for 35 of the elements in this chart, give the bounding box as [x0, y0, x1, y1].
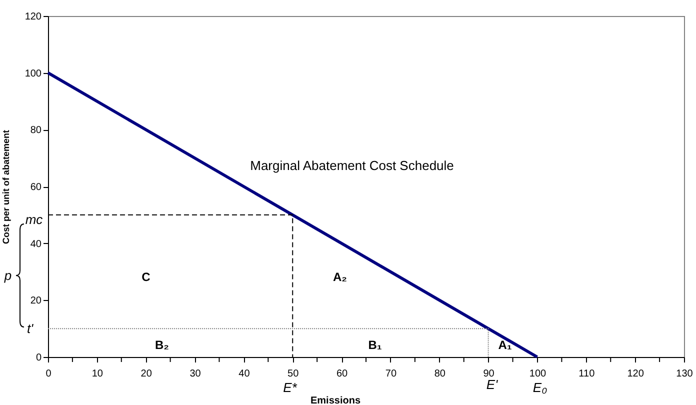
- annotation: C: [142, 270, 151, 284]
- x-tick-label: 130: [676, 368, 694, 380]
- x-tick-label: 0: [46, 368, 52, 380]
- annotation: A₁: [498, 338, 512, 352]
- x-tick-label: 50: [288, 368, 300, 380]
- text: mc: [25, 212, 44, 227]
- y-tick-label: 60: [30, 182, 42, 193]
- y-tick-label: 100: [24, 68, 42, 80]
- x-tick-label: 10: [92, 368, 104, 380]
- y-axis-title: Cost per unit of abatement: [0, 130, 11, 244]
- text: E₀: [532, 380, 548, 395]
- x-tick-label: 120: [627, 368, 644, 380]
- x-tick-label: 70: [385, 368, 397, 380]
- y-tick-label: 40: [30, 238, 42, 250]
- x-tick-label: 40: [238, 368, 250, 380]
- text: t': [26, 321, 34, 336]
- annotation: B₁: [368, 338, 382, 352]
- annotation: A₂: [333, 270, 347, 284]
- y-tick-label: 20: [30, 296, 42, 307]
- annotation: Marginal Abatement Cost Schedule: [250, 158, 454, 173]
- y-tick-label: 80: [30, 125, 42, 136]
- x-tick-label: 30: [190, 368, 202, 380]
- text: E*: [283, 380, 298, 395]
- annotation: B₂: [155, 338, 169, 352]
- text: p: [3, 268, 12, 283]
- x-tick-label: 60: [336, 368, 348, 380]
- text: E': [486, 377, 498, 392]
- x-tick-label: 100: [529, 368, 547, 380]
- x-axis-title: Emissions: [310, 396, 361, 405]
- y-tick-label: 120: [24, 12, 42, 22]
- x-tick-label: 20: [140, 368, 152, 380]
- x-tick-label: 110: [578, 368, 596, 380]
- y-tick-label: 0: [36, 352, 42, 364]
- x-tick-label: 80: [434, 368, 446, 380]
- x-tick-label: 90: [483, 368, 495, 380]
